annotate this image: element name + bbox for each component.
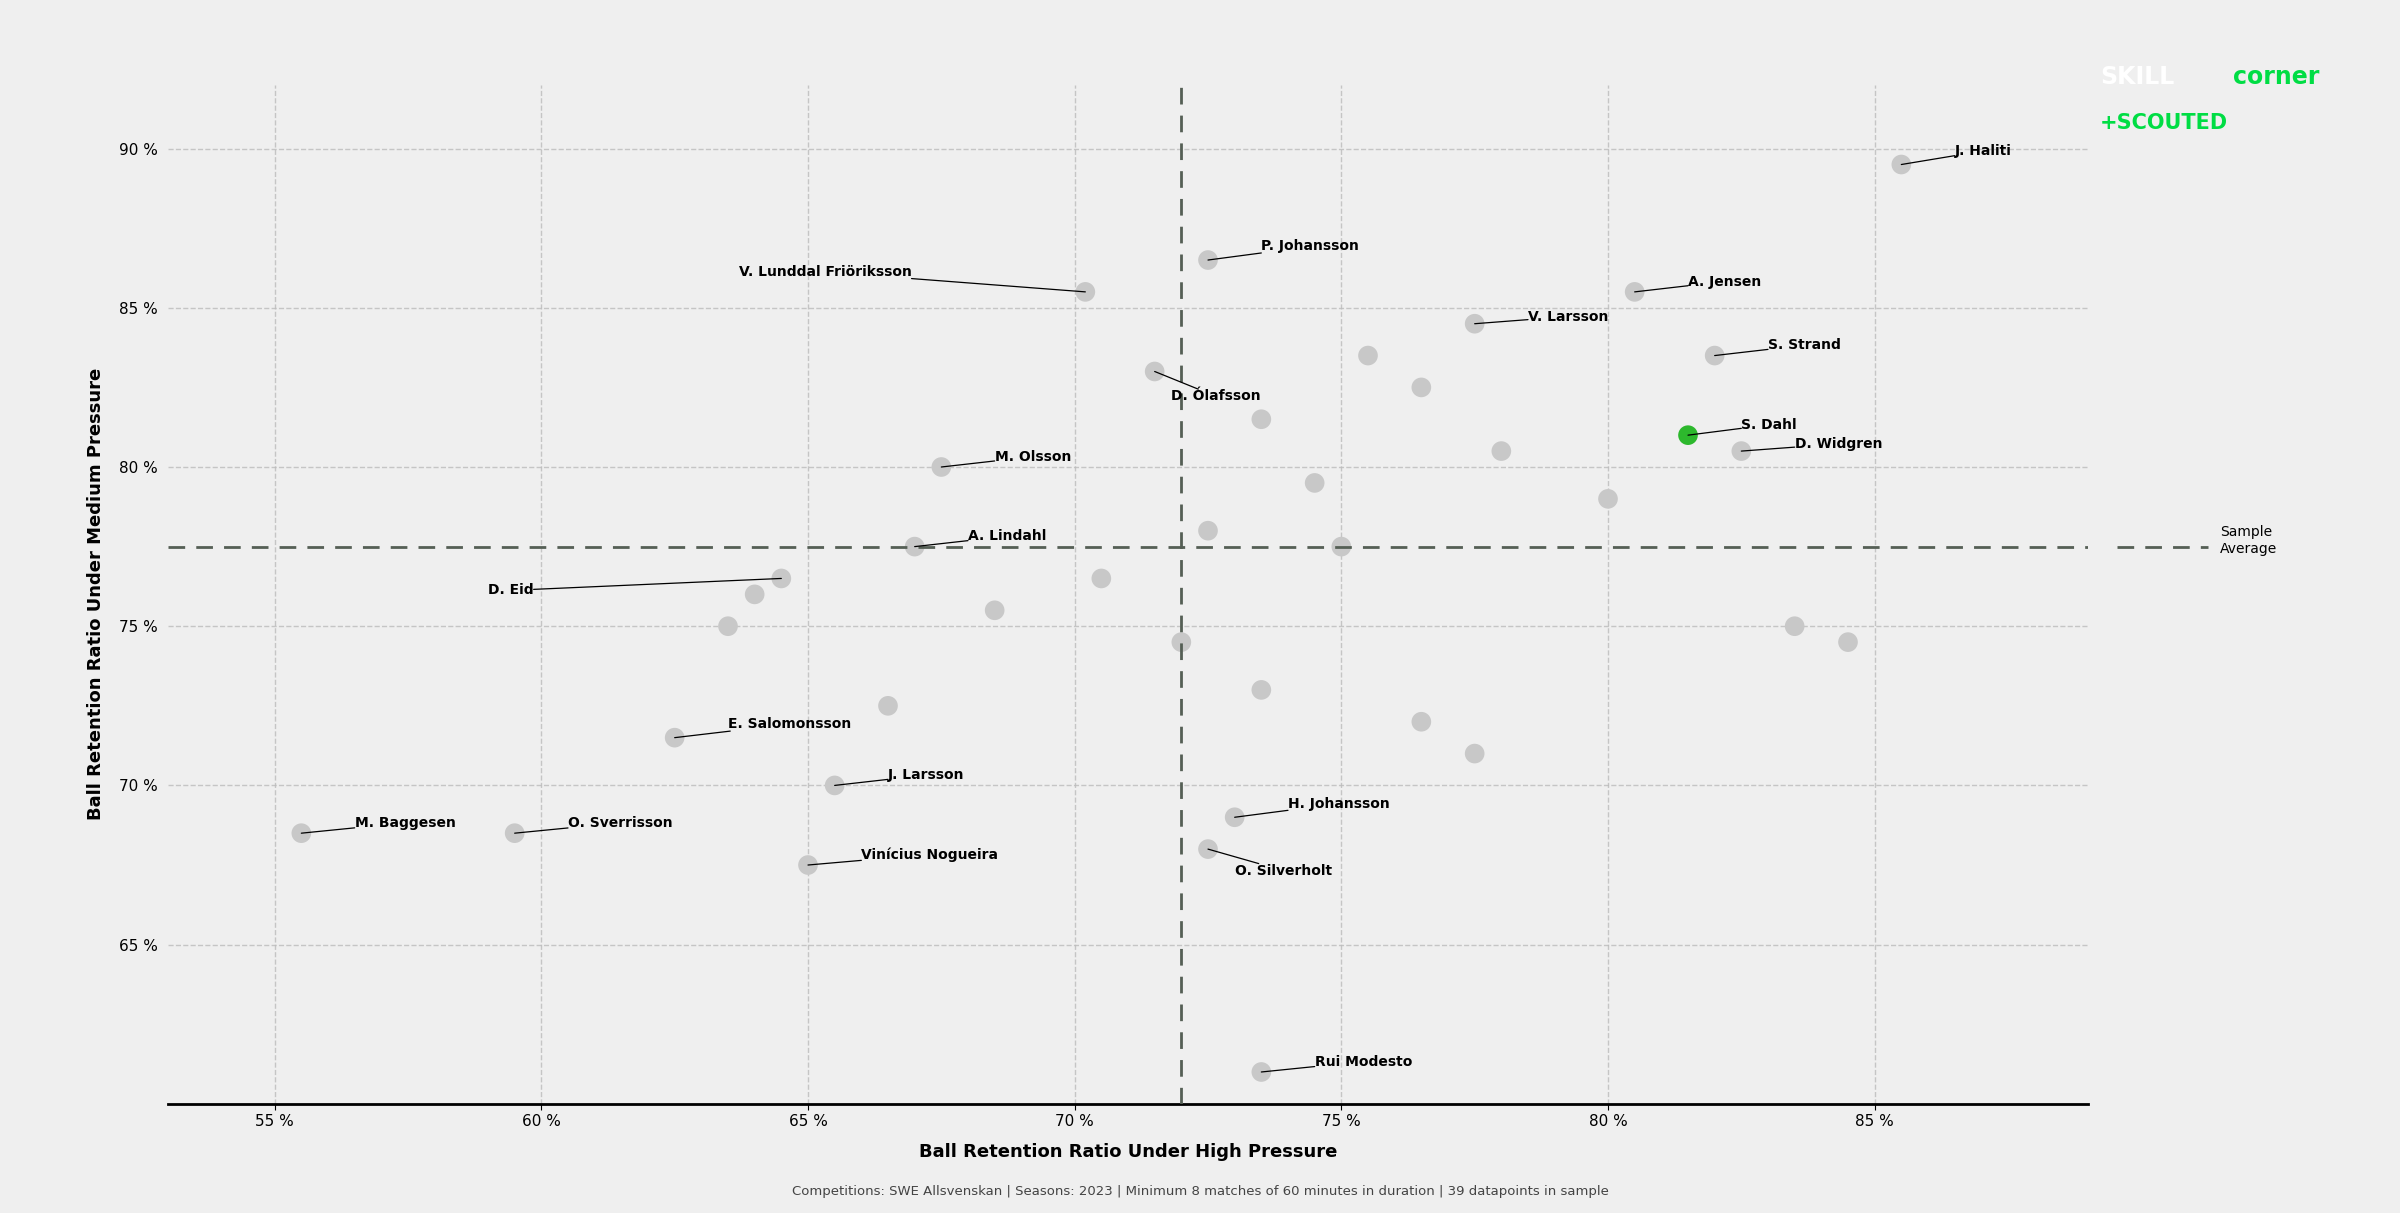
Point (1243, 680, 1282, 700)
Point (1349, 346, 1387, 365)
Point (790, 855, 828, 875)
Text: O. Sverrisson: O. Sverrisson (514, 816, 672, 833)
Text: O. Silverholt: O. Silverholt (1207, 849, 1332, 877)
Point (1322, 537, 1361, 557)
Text: P. Johansson: P. Johansson (1207, 239, 1358, 260)
Text: corner: corner (2234, 64, 2321, 89)
Point (1243, 1063, 1282, 1082)
Text: J. Larsson: J. Larsson (835, 768, 965, 786)
Text: S. Strand: S. Strand (1714, 338, 1841, 355)
Text: D. Ólafsson: D. Ólafsson (1154, 371, 1260, 403)
Y-axis label: Ball Retention Ratio Under Medium Pressure: Ball Retention Ratio Under Medium Pressu… (86, 369, 106, 820)
Text: Sample
Average: Sample Average (2220, 525, 2278, 556)
Point (1214, 808, 1253, 827)
Point (1668, 426, 1706, 445)
Point (655, 728, 694, 747)
Point (895, 537, 934, 557)
Point (816, 776, 854, 796)
Point (1694, 346, 1733, 365)
Text: J. Haliti: J. Haliti (1901, 144, 2011, 165)
Point (283, 824, 322, 843)
Text: Competitions: SWE Allsvenskan | Seasons: 2023 | Minimum 8 matches of 60 minutes : Competitions: SWE Allsvenskan | Seasons:… (792, 1185, 1608, 1198)
Point (1243, 410, 1282, 429)
Text: E. Salomonsson: E. Salomonsson (674, 717, 852, 738)
Point (1615, 283, 1654, 302)
Text: V. Larsson: V. Larsson (1474, 309, 1608, 324)
Point (922, 457, 960, 477)
Text: SKILL: SKILL (2100, 64, 2174, 89)
Text: S. Dahl: S. Dahl (1687, 417, 1798, 435)
Point (1135, 361, 1174, 381)
Text: Rui Modesto: Rui Modesto (1262, 1054, 1411, 1072)
Point (1082, 569, 1121, 588)
Text: A. Jensen: A. Jensen (1634, 274, 1762, 292)
Text: Vinícius Nogueira: Vinícius Nogueira (809, 847, 998, 865)
Text: V. Lunddal Friöriksson: V. Lunddal Friöriksson (739, 264, 1085, 292)
Text: D. Eid: D. Eid (487, 579, 782, 597)
Point (1589, 489, 1627, 508)
Text: M. Olsson: M. Olsson (941, 450, 1070, 467)
Point (708, 616, 746, 636)
Point (1723, 442, 1762, 461)
Point (869, 696, 907, 716)
Point (1454, 314, 1493, 334)
Point (763, 569, 802, 588)
Point (1188, 522, 1226, 541)
Text: A. Lindahl: A. Lindahl (914, 529, 1046, 547)
Point (494, 824, 533, 843)
Point (1188, 250, 1226, 269)
Point (1776, 616, 1814, 636)
Point (1402, 712, 1440, 731)
Text: D. Widgren: D. Widgren (1742, 437, 1882, 451)
Point (734, 585, 773, 604)
Point (1483, 442, 1522, 461)
Point (1162, 632, 1200, 651)
X-axis label: Ball Retention Ratio Under High Pressure: Ball Retention Ratio Under High Pressure (919, 1143, 1337, 1161)
Point (1829, 632, 1867, 651)
Text: +SCOUTED: +SCOUTED (2100, 113, 2227, 132)
Point (1066, 283, 1104, 302)
Point (1454, 744, 1493, 763)
Point (1296, 473, 1334, 492)
Text: H. Johansson: H. Johansson (1234, 797, 1390, 818)
Point (1402, 377, 1440, 397)
Text: M. Baggesen: M. Baggesen (302, 816, 456, 833)
Point (1188, 839, 1226, 859)
Point (974, 600, 1013, 620)
Point (1882, 155, 1920, 175)
